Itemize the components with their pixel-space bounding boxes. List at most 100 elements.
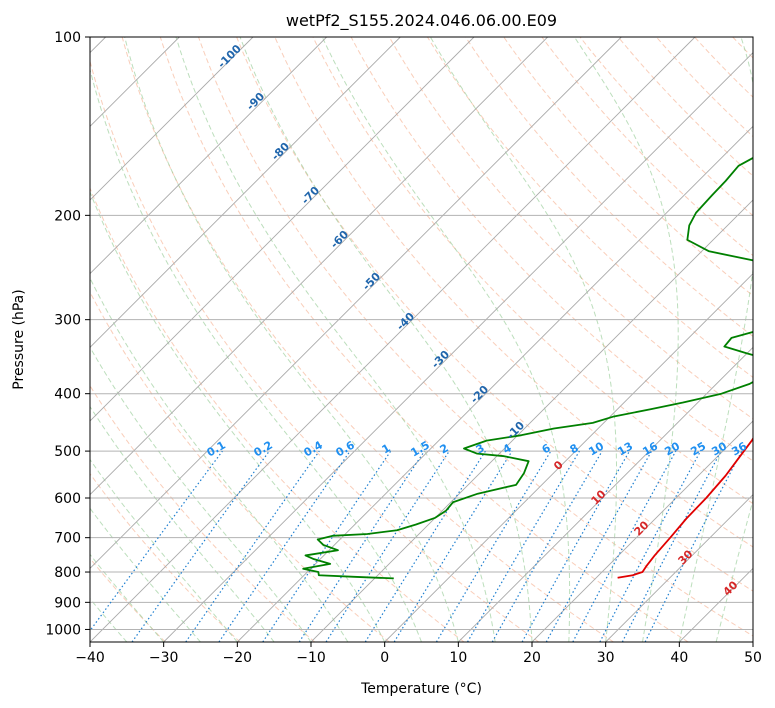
dry-adiabat-line — [388, 37, 753, 420]
mixing-ratio-label: 16 — [640, 439, 660, 458]
dry-adiabat-label: -90 — [244, 90, 267, 113]
dry-adiabat-line — [90, 472, 241, 642]
moist-adiabat-line — [574, 37, 679, 642]
mixing-ratio-label: 8 — [568, 441, 581, 456]
moist-adiabat-line — [90, 507, 201, 642]
mixing-ratio-line — [466, 450, 580, 642]
y-tick-label: 700 — [54, 531, 81, 547]
isotherm-line — [163, 52, 753, 642]
y-tick-label: 100 — [54, 30, 81, 46]
mixing-ratio-label: 25 — [688, 440, 708, 459]
dry-adiabat-line — [274, 37, 753, 548]
x-tick-label: 10 — [449, 650, 467, 666]
x-tick-label: 20 — [523, 650, 541, 666]
isotherm-line — [90, 37, 696, 642]
moist-adiabat-line — [90, 190, 386, 642]
mixing-ratio-label: 30 — [709, 439, 729, 458]
temperature-profile-line — [617, 436, 753, 579]
x-tick-label: 40 — [670, 650, 688, 666]
moist-adiabat-line — [90, 458, 238, 642]
dry-adiabat-line — [655, 37, 753, 138]
moist-adiabat-line — [124, 37, 459, 642]
y-tick-label: 1000 — [45, 622, 81, 638]
isotherm-line — [90, 37, 327, 275]
x-tick-label: 30 — [597, 650, 615, 666]
moist-adiabat-line — [429, 37, 618, 642]
y-axis-label: Pressure (hPa) — [11, 289, 27, 389]
moist-adiabat-line — [90, 276, 349, 642]
mixing-ratio-line — [545, 450, 653, 642]
isotherm-line — [237, 125, 753, 642]
mixing-ratio-label: 0.1 — [205, 438, 228, 459]
mixing-ratio-line — [185, 450, 320, 642]
mixing-ratio-label: 20 — [662, 439, 682, 458]
dry-adiabat-label: -80 — [269, 140, 292, 163]
mixing-ratio-label: 0.6 — [334, 438, 358, 459]
mixing-ratio-label: 4 — [501, 441, 514, 456]
dry-adiabat-label: -20 — [468, 383, 491, 406]
dry-adiabat-label: -10 — [504, 419, 527, 442]
mixing-ratio-line — [364, 450, 486, 642]
axes: −40 −30 −20 −10 0 10 20 30 40 5010020030040050060… — [45, 30, 762, 666]
dry-adiabat-line — [121, 37, 614, 642]
mixing-ratio-label: 6 — [540, 441, 553, 456]
moist-adiabat-line — [90, 67, 422, 642]
dry-adiabat-line — [90, 291, 390, 642]
moist-adiabat-label: 30 — [676, 547, 696, 567]
plot-area: -100-90-80-70-60-50-40-30-20-100.1 0.2 0.4… — [90, 37, 775, 642]
isotherm-line — [531, 420, 753, 642]
mixing-ratio-line — [393, 450, 513, 642]
mixing-ratio-line — [435, 450, 552, 642]
dry-adiabat-line — [579, 37, 753, 217]
moist-adiabat-line — [90, 346, 312, 642]
moist-adiabat-line — [715, 498, 753, 642]
mixing-ratio-line — [218, 450, 351, 642]
isotherm-line — [679, 567, 753, 642]
dry-adiabat-label: -40 — [394, 310, 417, 333]
moist-adiabat-line — [90, 405, 275, 642]
mixing-ratio-line — [521, 450, 631, 642]
mixing-ratio-line — [325, 450, 450, 642]
y-tick-label: 600 — [54, 491, 81, 507]
dry-adiabat-line — [771, 37, 775, 642]
dry-adiabat-label: -60 — [328, 228, 351, 251]
x-axis-label: Temperature (°C) — [360, 681, 482, 697]
x-tick-label: −40 — [75, 650, 105, 666]
isotherm-line — [384, 273, 753, 642]
isotherm-line — [90, 37, 475, 422]
y-tick-label: 400 — [54, 387, 81, 403]
mixing-ratio-label: 1.5 — [409, 438, 432, 459]
isotherm-line — [90, 37, 401, 348]
x-tick-label: −30 — [149, 650, 179, 666]
dry-adiabat-line — [90, 186, 465, 642]
dry-adiabat-label: -100 — [215, 42, 244, 71]
x-tick-label: 50 — [744, 650, 762, 666]
mixing-ratio-line — [90, 450, 223, 632]
mixing-ratio-line — [298, 450, 425, 642]
moist-adiabat-label: 10 — [589, 487, 609, 507]
dewpoint-profile-line — [302, 156, 753, 580]
moist-adiabat-line — [321, 37, 571, 642]
isotherm-line — [310, 199, 753, 642]
moist-adiabat-line — [239, 37, 533, 642]
dry-adiabat-line — [503, 37, 753, 297]
y-tick-label: 300 — [54, 313, 81, 329]
y-tick-label: 800 — [54, 565, 81, 581]
moist-adiabat-line — [175, 37, 496, 642]
dry-adiabat-line — [90, 59, 540, 642]
mixing-ratio-label: 10 — [586, 439, 606, 458]
x-tick-label: −20 — [223, 650, 253, 666]
moist-adiabat-line — [678, 37, 753, 642]
mixing-ratio-line — [131, 450, 270, 642]
isotherm-line — [458, 346, 753, 642]
isotherm-line — [605, 494, 753, 642]
dry-adiabat-line — [465, 37, 753, 337]
moist-adiabat-label: 0 — [551, 458, 566, 473]
isotherm-line — [752, 641, 753, 642]
mixing-ratio-label: 2 — [438, 441, 451, 456]
isotherm-line — [90, 37, 548, 496]
plot-frame — [89, 36, 754, 643]
mixing-ratio-label: 0.4 — [302, 438, 326, 459]
dry-adiabat-line — [159, 37, 689, 642]
